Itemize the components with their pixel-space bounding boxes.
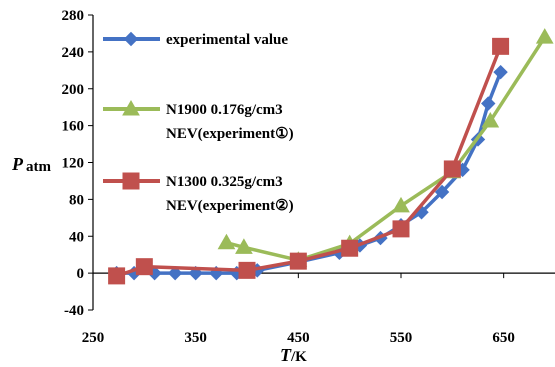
series-2 — [217, 28, 554, 267]
series-line — [226, 36, 547, 262]
y-tick-label: 0 — [77, 266, 85, 282]
y-axis-title: P — [11, 154, 24, 174]
x-axis-unit: /K — [290, 349, 307, 365]
y-tick-label: 200 — [62, 82, 85, 98]
legend-item-1: experimental value — [103, 31, 288, 48]
legend-label: experimental value — [166, 32, 288, 48]
data-point — [238, 261, 256, 279]
series-line — [116, 45, 503, 278]
data-point — [392, 220, 410, 238]
data-point — [392, 196, 410, 213]
x-axis-title-letter: T — [280, 345, 292, 365]
series-layer — [108, 28, 554, 285]
legend-item-3: N1300 0.325g/cm3 NEV(experiment②) — [103, 172, 294, 214]
y-tick-label: -40 — [64, 303, 84, 319]
data-point — [443, 160, 461, 178]
legend-marker — [123, 31, 139, 47]
y-tick-label: 240 — [62, 45, 85, 61]
legend-marker — [122, 172, 140, 190]
legend-label: N1900 0.176g/cm3 — [166, 102, 283, 118]
y-tick-label: 120 — [62, 156, 85, 172]
x-axis-title: T/K — [280, 345, 307, 365]
y-tick-label: 280 — [62, 8, 85, 24]
x-tick-label: 250 — [82, 330, 105, 346]
legend-label: NEV(experiment①) — [166, 126, 294, 142]
data-point — [289, 252, 307, 270]
data-point — [108, 267, 126, 285]
x-tick-label: 350 — [184, 330, 207, 346]
x-tick-label: 550 — [390, 330, 413, 346]
data-point — [341, 239, 359, 257]
data-point — [235, 238, 253, 254]
data-point — [217, 233, 236, 250]
x-tick-label: 650 — [492, 330, 515, 346]
x-tick-label: 450 — [287, 330, 310, 346]
legend-marker — [122, 99, 140, 116]
legend-item-2: N1900 0.176g/cm3 NEV(experiment①) — [103, 99, 294, 142]
data-point — [493, 64, 508, 80]
data-point — [167, 265, 183, 281]
y-tick-label: 160 — [62, 119, 85, 135]
data-point — [481, 112, 500, 128]
y-tick-label: 80 — [69, 192, 84, 208]
data-point — [135, 258, 153, 276]
data-point — [481, 96, 496, 111]
axes: -40 0 40 80 120 160 200 240 280 250 350 450 550 650 — [62, 8, 555, 346]
legend-label: NEV(experiment②) — [166, 198, 294, 214]
y-axis-title-letter: P — [11, 154, 24, 174]
legend: experimental value N1900 0.176g/cm3 NEV(ex… — [103, 31, 294, 214]
data-point — [535, 28, 554, 44]
data-point — [434, 184, 450, 200]
series-3 — [108, 37, 510, 285]
legend-label: N1300 0.325g/cm3 — [166, 174, 283, 190]
y-axis-unit: atm — [26, 159, 51, 175]
data-point — [492, 37, 510, 55]
y-tick-label: 40 — [69, 229, 84, 245]
